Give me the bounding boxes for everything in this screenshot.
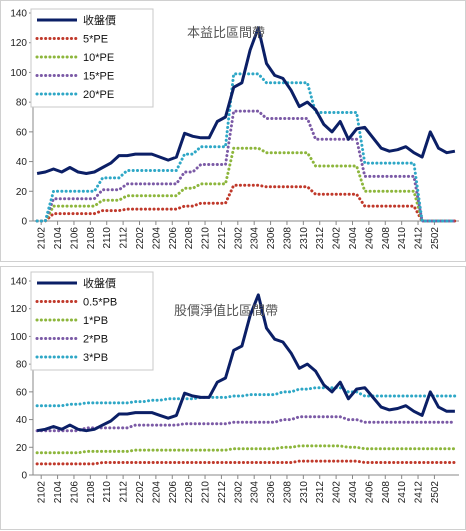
y-tick-label: 80 <box>16 360 28 371</box>
x-tick-label: 2212 <box>217 227 228 250</box>
pb-band-chart-svg: 0 20 40 60 80 100 120 140 2102 2104 2106 2108 2110 21… <box>10 271 459 504</box>
x-tick-label: 2204 <box>151 481 162 504</box>
y-tick-label: 100 <box>10 332 27 343</box>
pe-band-chart: 0 20 40 60 80 100 120 140 2102 2104 2106 2108 2110 21… <box>0 0 466 262</box>
x-tick-label: 2310 <box>299 481 310 504</box>
legend-label-10xpe: 10*PE <box>83 52 114 64</box>
legend-label-收盤價: 收盤價 <box>83 13 116 27</box>
legend-label-3xpb: 3*PB <box>83 352 108 364</box>
x-tick-label: 2406 <box>364 481 375 504</box>
x-tick-label: 2502 <box>430 227 441 250</box>
x-tick-label: 2212 <box>217 481 228 504</box>
pe-band-chart-svg: 0 20 40 60 80 100 120 140 2102 2104 2106 2108 2110 21… <box>10 8 459 250</box>
x-tick-label: 2310 <box>299 227 310 250</box>
y-tick-label: 0 <box>21 217 27 228</box>
x-tick-label: 2412 <box>414 481 425 504</box>
legend-label-15xpe: 15*PE <box>83 71 114 83</box>
pb-band-chart: 0 20 40 60 80 100 120 140 2102 2104 2106 2108 2110 21… <box>0 266 466 530</box>
chart-title: 股價淨值比區間帶 <box>174 303 278 319</box>
series-line-3xpb <box>35 386 457 408</box>
y-tick-label: 20 <box>16 187 28 198</box>
x-tick-label: 2312 <box>315 481 326 504</box>
y-tick-label: 20 <box>16 443 28 454</box>
legend-box <box>30 8 154 108</box>
y-tick-label: 40 <box>16 157 28 168</box>
x-tick-label: 2402 <box>332 481 343 504</box>
x-tick-label: 2110 <box>102 227 113 249</box>
x-tick-label: 2106 <box>69 481 80 504</box>
x-tick-label: 2308 <box>282 481 293 504</box>
chart-title: 本益比區間帶 <box>187 26 265 41</box>
x-tick-label: 2204 <box>151 227 162 250</box>
x-tick-label: 2304 <box>250 481 261 504</box>
x-tick-label: 2502 <box>430 481 441 504</box>
legend-label-5xpe: 5*PE <box>83 34 108 46</box>
y-tick-label: 0 <box>21 471 27 482</box>
x-tick-label: 2302 <box>233 227 244 250</box>
x-tick-label: 2102 <box>37 227 48 250</box>
x-tick-label: 2408 <box>381 227 392 250</box>
series-line-20xpe <box>35 72 457 223</box>
x-tick-label: 2102 <box>37 481 48 504</box>
x-tick-label: 2106 <box>69 227 80 250</box>
legend-label-收盤價: 收盤價 <box>83 276 116 290</box>
y-tick-label: 120 <box>10 304 27 315</box>
x-tick-label: 2308 <box>282 227 293 250</box>
x-tick-label: 2104 <box>53 481 64 504</box>
series-line-收盤價 <box>36 26 456 175</box>
x-tick-label: 2110 <box>102 481 113 503</box>
x-tick-label: 2202 <box>135 481 146 504</box>
x-tick-label: 2304 <box>250 227 261 250</box>
x-tick-label: 2410 <box>397 481 408 504</box>
series-line-收盤價 <box>36 293 455 433</box>
x-tick-label: 2112 <box>119 227 130 249</box>
x-tick-label: 2312 <box>315 227 326 250</box>
y-tick-label: 140 <box>10 9 27 20</box>
x-tick-label: 2208 <box>184 481 195 504</box>
y-tick-label: 100 <box>10 68 27 79</box>
x-tick-label: 2306 <box>266 227 277 250</box>
series-line-0-5xpb <box>35 459 457 466</box>
legend-label-0-5xpb: 0.5*PB <box>83 297 117 309</box>
series-line-15xpe <box>35 109 457 223</box>
x-tick-label: 2404 <box>348 227 359 250</box>
series-line-5xpe <box>35 183 457 223</box>
x-tick-label: 2406 <box>364 227 375 250</box>
y-tick-label: 60 <box>16 127 28 138</box>
x-tick-label: 2412 <box>414 227 425 250</box>
x-tick-label: 2302 <box>233 481 244 504</box>
y-tick-label: 140 <box>10 277 27 288</box>
legend-label-1xpb: 1*PB <box>83 315 108 327</box>
y-tick-label: 80 <box>16 98 28 109</box>
x-tick-label: 2410 <box>397 227 408 250</box>
x-tick-label: 2408 <box>381 481 392 504</box>
series-line-2xpb <box>35 415 457 433</box>
x-tick-label: 2206 <box>168 227 179 250</box>
y-tick-label: 120 <box>10 38 27 49</box>
x-tick-label: 2108 <box>86 481 97 504</box>
x-tick-label: 2104 <box>53 227 64 250</box>
x-tick-label: 2306 <box>266 481 277 504</box>
x-tick-label: 2208 <box>184 227 195 250</box>
series-line-1xpb <box>35 444 457 455</box>
x-tick-label: 2108 <box>86 227 97 250</box>
x-tick-label: 2404 <box>348 481 359 504</box>
y-tick-label: 40 <box>16 415 28 426</box>
x-tick-label: 2210 <box>201 227 212 250</box>
legend-label-20xpe: 20*PE <box>83 89 114 101</box>
series-line-10xpe <box>35 146 457 223</box>
x-tick-label: 2202 <box>135 227 146 250</box>
x-tick-label: 2402 <box>332 227 343 250</box>
y-tick-label: 60 <box>16 387 28 398</box>
x-tick-label: 2112 <box>119 481 130 503</box>
legend-box <box>30 271 154 371</box>
x-tick-label: 2206 <box>168 481 179 504</box>
legend-label-2xpb: 2*PB <box>83 334 108 346</box>
x-tick-label: 2210 <box>201 481 212 504</box>
